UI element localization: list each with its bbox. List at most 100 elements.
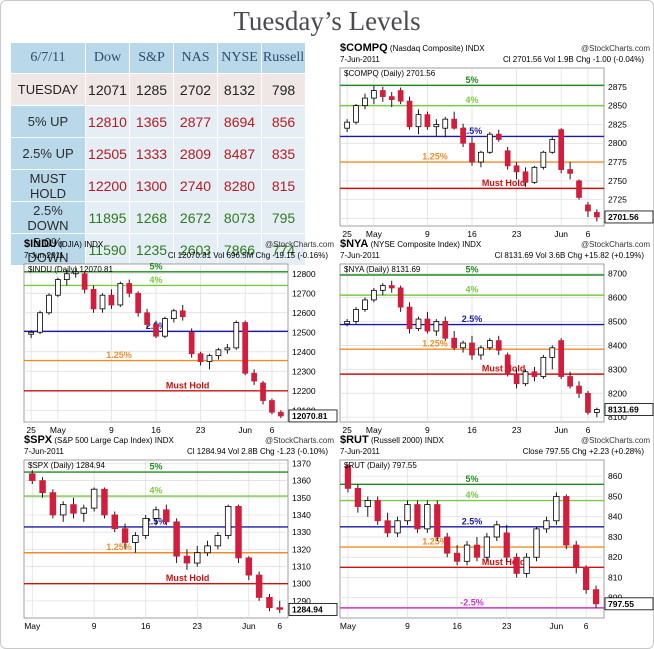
candle [453, 545, 461, 566]
candle-body [495, 133, 502, 140]
y-tick-label: 12700 [292, 288, 316, 298]
candle-body [183, 555, 191, 564]
chart-info: 7-Jun-2011 Cl 2701.56 Vol 1.9B Chg -1.00 … [340, 55, 652, 64]
candle [594, 209, 600, 222]
candle-body [260, 382, 266, 401]
y-tick-label: 8100 [608, 412, 627, 422]
x-tick-label: May [24, 621, 41, 631]
chart-brand: @StockCharts.com [264, 436, 334, 445]
candle [188, 328, 195, 358]
candle-body [28, 331, 34, 335]
table-cell: 8487 [217, 137, 262, 170]
chart-svg: 800810820830840850860May91623Jun65%4%2.5… [339, 459, 654, 631]
y-tick-label: 12600 [292, 308, 316, 318]
level-label: 1.25% [422, 339, 448, 349]
x-tick-label: May [366, 229, 383, 239]
candle [245, 556, 253, 581]
candle-body [424, 114, 431, 128]
candle [523, 553, 530, 578]
table-header-cell: NYSE [217, 42, 262, 74]
candle-body [144, 312, 150, 325]
x-tick-label: 23 [512, 229, 522, 239]
level-label: -2.5% [460, 597, 484, 607]
candle [144, 308, 150, 329]
y-tick-label: 810 [608, 572, 622, 582]
candle-body [206, 355, 213, 362]
candle-body [152, 509, 160, 519]
candle [478, 345, 484, 360]
candle [59, 501, 67, 522]
candle [344, 319, 350, 327]
candle [255, 571, 263, 601]
candle-body [522, 171, 529, 183]
chart-spx: $SPX (S&P 500 Large Cap Index) INDX @Stoc… [22, 434, 338, 634]
candle-body [121, 528, 129, 543]
candle-body [433, 321, 440, 332]
chart-date: 7-Jun-2011 [24, 251, 64, 260]
y-tick-label: 2875 [608, 82, 627, 92]
level-label: 4% [465, 490, 478, 500]
candle [533, 526, 540, 562]
candle [469, 335, 475, 360]
y-tick-label: 8200 [608, 388, 627, 398]
chart-brand: @StockCharts.com [264, 240, 334, 249]
candle [540, 150, 547, 170]
chart-brand: @StockCharts.com [580, 240, 650, 249]
candle-body [132, 535, 139, 543]
y-tick-label: 1300 [292, 579, 311, 589]
candle-body [558, 129, 565, 170]
candle-body [495, 340, 502, 351]
candle-body [135, 292, 142, 314]
candle [522, 369, 529, 387]
candle [434, 500, 441, 542]
last-price-box [288, 603, 338, 616]
candle [276, 600, 283, 613]
table-cell: 1285 [129, 73, 174, 106]
candle [460, 123, 466, 147]
chart-suffix: INDX [424, 436, 444, 445]
candle [543, 516, 550, 533]
chart-date: 7-Jun-2011 [340, 251, 380, 260]
level-label: 1.25% [422, 537, 448, 547]
chart-legend: $SPX (Daily) 1284.94 [28, 461, 105, 470]
candle-body [442, 118, 449, 129]
candle-body [362, 97, 368, 107]
candle-body [80, 507, 88, 514]
chart-brand: @StockCharts.com [580, 436, 650, 445]
candle [451, 111, 458, 130]
level-label: Must Hold [482, 364, 526, 374]
candle [563, 494, 570, 550]
x-tick-label: 6 [270, 425, 275, 435]
table-cell: 798 [261, 73, 306, 106]
candle [486, 131, 493, 154]
candle-body [549, 139, 556, 153]
candle [80, 504, 88, 522]
table-cell: 774 [261, 233, 306, 266]
candle [540, 354, 547, 379]
chart-svg: 8100 8200 8300 8400 8500 8600 8700 25 May 9 16 23 Ju… [339, 263, 654, 435]
y-tick-label: 2750 [608, 176, 627, 186]
last-price-tag: 2701.56 [604, 210, 654, 224]
candle-body [153, 324, 159, 337]
candle-body [70, 504, 77, 514]
x-tick-label: 16 [467, 229, 477, 239]
candle-body [46, 294, 52, 314]
level-label: 2.5% [462, 314, 483, 324]
table-cell: 7866 [217, 233, 262, 266]
level-label: Must Hold [482, 557, 526, 567]
table-cell: 8073 [217, 201, 262, 234]
candle-body [233, 322, 240, 349]
table-header-date: 6/7/11 [10, 42, 86, 74]
x-tick-label: 23 [196, 425, 206, 435]
plot-area [23, 459, 289, 619]
candle [473, 536, 481, 562]
candle-body [504, 150, 511, 167]
candle [531, 366, 538, 382]
candle-body [214, 535, 222, 547]
x-tick-label: 6 [586, 425, 591, 435]
candle [415, 109, 422, 135]
candle [424, 500, 431, 533]
candle-body [188, 331, 195, 355]
candle [153, 320, 159, 339]
y-tick-label: 840 [608, 512, 622, 522]
